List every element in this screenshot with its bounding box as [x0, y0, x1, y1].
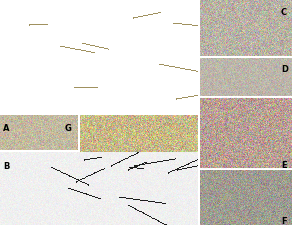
Text: G: G: [65, 124, 72, 133]
Text: B: B: [3, 162, 9, 171]
Text: E: E: [281, 161, 287, 170]
Text: D: D: [281, 65, 288, 74]
Text: C: C: [281, 8, 287, 17]
Text: F: F: [281, 217, 287, 225]
Text: A: A: [3, 124, 10, 133]
